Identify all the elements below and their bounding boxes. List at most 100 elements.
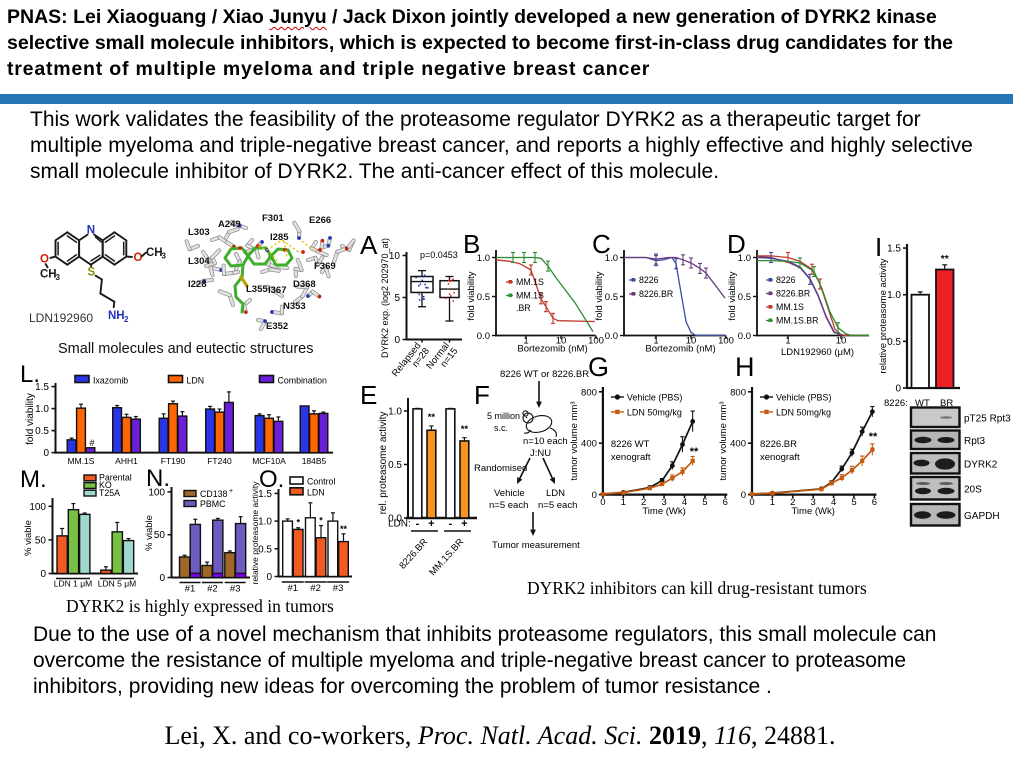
svg-text:+: + [461,518,467,530]
svg-text:400: 400 [730,439,746,450]
svg-text:tumor volume mm³: tumor volume mm³ [569,401,580,480]
svg-text:1: 1 [653,336,658,347]
svg-text:0: 0 [741,490,746,501]
svg-text:relative proteasome activity: relative proteasome activity [250,481,260,585]
svg-text:**: ** [428,412,436,423]
svg-text:D368: D368 [293,279,316,290]
svg-text:#3: #3 [230,584,241,595]
svg-text:3: 3 [56,273,61,282]
svg-text:5: 5 [394,293,400,304]
svg-text:xenograft: xenograft [611,452,651,463]
svg-text:I: I [875,232,882,262]
svg-text:rel. proteasome activity: rel. proteasome activity [378,412,389,515]
svg-text:0: 0 [43,448,49,459]
svg-text:0.0: 0.0 [738,331,751,342]
svg-text:LDN 5 μM: LDN 5 μM [98,579,136,589]
svg-text:Parental: Parental [99,473,132,483]
svg-text:N.: N. [146,465,170,492]
svg-text:100: 100 [29,502,46,513]
svg-text:3: 3 [661,497,666,508]
svg-text:5: 5 [851,497,856,508]
svg-text:0: 0 [266,572,272,583]
svg-text:8226.BR: 8226.BR [397,537,430,572]
svg-text:#2: #2 [310,583,321,594]
svg-text:0: 0 [159,573,165,584]
svg-text:T25A: T25A [99,488,120,498]
svg-text:Tumor measurement: Tumor measurement [492,540,580,551]
svg-text:5 million: 5 million [487,411,520,421]
svg-text:tumor volume mm³: tumor volume mm³ [718,401,729,480]
svg-text:1: 1 [621,497,626,508]
svg-text:Vehicle (PBS): Vehicle (PBS) [776,393,832,403]
svg-text:50: 50 [35,535,47,546]
svg-text:800: 800 [581,387,597,398]
svg-text:L304: L304 [188,256,210,267]
svg-text:3: 3 [811,497,816,508]
svg-text:.BR: .BR [516,303,531,313]
svg-text:0.0: 0.0 [388,514,402,525]
svg-text:0.0: 0.0 [477,331,490,342]
svg-text:1.5: 1.5 [35,382,49,393]
svg-text:MCF10A: MCF10A [252,456,286,466]
svg-text:LDN192960: LDN192960 [29,311,93,325]
svg-text:Time (Wk): Time (Wk) [791,506,834,517]
svg-text:L303: L303 [188,227,210,238]
svg-text:N: N [87,225,95,237]
svg-text:20S: 20S [964,484,982,495]
svg-text:10: 10 [686,336,697,347]
svg-text:LDN: LDN [546,488,565,499]
svg-text:J:NU: J:NU [530,448,551,459]
svg-text:#1: #1 [288,583,299,594]
svg-text:0.5: 0.5 [605,292,618,303]
svg-text:1.0: 1.0 [258,517,272,528]
svg-text:400: 400 [581,439,597,450]
svg-text:50: 50 [154,530,166,541]
svg-text:Bortezomib (nM): Bortezomib (nM) [517,344,587,355]
svg-text:E352: E352 [266,321,288,332]
svg-text:Randomised: Randomised [474,463,527,474]
svg-text:3: 3 [162,252,167,261]
svg-text:0.5: 0.5 [35,426,49,437]
svg-text:MM.1S: MM.1S [516,277,544,287]
svg-text:8226:: 8226: [884,398,908,409]
svg-text:E266: E266 [309,215,331,226]
svg-text:LDN:: LDN: [388,519,411,530]
svg-text:+: + [428,518,434,530]
svg-text:**: ** [869,431,878,443]
svg-text:D: D [727,229,746,259]
svg-text:184B5: 184B5 [302,456,327,466]
svg-text:0.5: 0.5 [477,292,490,303]
svg-text:O: O [134,252,143,264]
svg-text:1.0: 1.0 [388,407,402,418]
svg-text:I285: I285 [270,232,289,243]
svg-text:**: ** [340,524,348,534]
svg-text:% viable: % viable [23,520,34,556]
svg-text:*: * [319,516,323,526]
svg-text:CH: CH [146,247,163,259]
svg-text:relative proteasome activity: relative proteasome activity [878,258,889,373]
svg-text:800: 800 [730,387,746,398]
svg-text:MM.1S: MM.1S [68,456,95,466]
svg-text:1: 1 [770,497,775,508]
svg-text:100: 100 [588,336,604,347]
svg-text:8226.BR: 8226.BR [639,289,673,299]
svg-text:Vehicle: Vehicle [494,488,525,499]
svg-text:#1: #1 [185,584,196,595]
svg-text:LDN 50mg/kg: LDN 50mg/kg [776,407,831,417]
svg-text:Ixazomib: Ixazomib [93,376,128,386]
svg-text:1: 1 [785,336,790,347]
svg-text:NH: NH [108,310,125,322]
svg-text:B: B [463,229,480,259]
svg-text:L.: L. [20,361,40,388]
svg-text:N353: N353 [283,301,306,312]
svg-text:CD138: CD138 [200,489,227,499]
svg-text:8226: 8226 [639,275,659,285]
svg-text:Bortezomib (nM): Bortezomib (nM) [645,344,715,355]
svg-text:n=10 each: n=10 each [523,436,568,447]
svg-text:E: E [360,380,377,410]
svg-text:8226 WT or 8226.BR: 8226 WT or 8226.BR [500,369,589,380]
svg-text:MM.1S: MM.1S [516,291,544,301]
svg-text:fold viability: fold viability [25,393,36,445]
svg-text:KO: KO [99,480,112,490]
svg-text:4: 4 [682,497,687,508]
